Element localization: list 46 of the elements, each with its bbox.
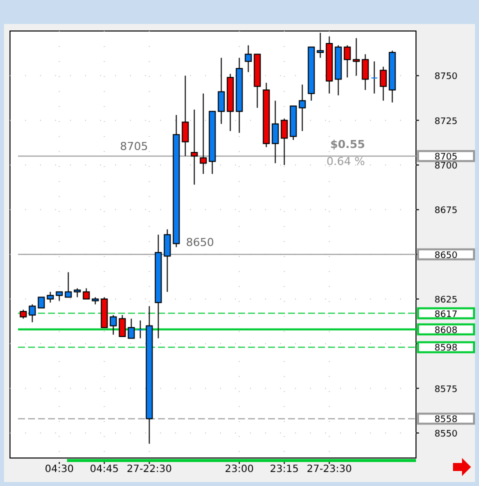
- ref-line-label: 8598: [434, 344, 458, 354]
- candlestick: [380, 66, 387, 102]
- candlestick: [280, 118, 288, 166]
- y-tick-label: 8675: [434, 206, 458, 216]
- candlestick: [64, 272, 72, 298]
- candlestick: [362, 54, 369, 90]
- candlestick: [298, 84, 306, 132]
- annotation: 8705: [120, 140, 148, 153]
- y-tick-label: 8575: [434, 384, 458, 395]
- x-tick-label: 23:00: [224, 464, 254, 475]
- ref-line-label: 8617: [434, 310, 458, 320]
- candlestick: [46, 291, 54, 304]
- y-tick-label: 8625: [434, 295, 458, 306]
- annotation: $0.55: [330, 138, 365, 151]
- candlestick: [371, 60, 378, 94]
- x-tick-label: 23:15: [270, 464, 299, 475]
- x-tick-label: 27-23:30: [306, 464, 352, 475]
- candlestick: [344, 44, 351, 78]
- y-tick-label: 8550: [434, 429, 458, 440]
- y-tick-label: 8725: [434, 116, 458, 127]
- x-tick-label: 04:30: [44, 464, 74, 475]
- candlestick: [190, 109, 198, 186]
- candlestick: [110, 314, 117, 336]
- candlestick: [118, 314, 126, 338]
- candlestick: [218, 57, 225, 124]
- candlestick: [272, 100, 279, 164]
- candlestick: [244, 44, 252, 73]
- x-tick-label: 27-22:30: [126, 464, 172, 475]
- candlestick: [182, 75, 189, 157]
- annotation: 0.64 %: [326, 155, 365, 168]
- annotation: 8650: [186, 236, 214, 249]
- candlestick: [82, 288, 90, 300]
- y-tick-label: 8700: [434, 161, 458, 172]
- candlestick: [38, 296, 45, 308]
- candlestick: [137, 320, 144, 339]
- candlestick: [352, 38, 360, 76]
- candlestick: [164, 228, 171, 292]
- ref-line-label: 8705: [434, 152, 458, 163]
- ref-line-label: 8558: [434, 415, 458, 426]
- candlestick: [200, 93, 207, 174]
- ref-line-label: 8650: [434, 250, 458, 261]
- candlestick: [28, 304, 36, 323]
- ref-line-label: 8608: [434, 326, 458, 336]
- y-tick-label: 8750: [434, 72, 458, 82]
- x-tick-label: 04:45: [90, 464, 119, 475]
- candlestick: [128, 318, 135, 339]
